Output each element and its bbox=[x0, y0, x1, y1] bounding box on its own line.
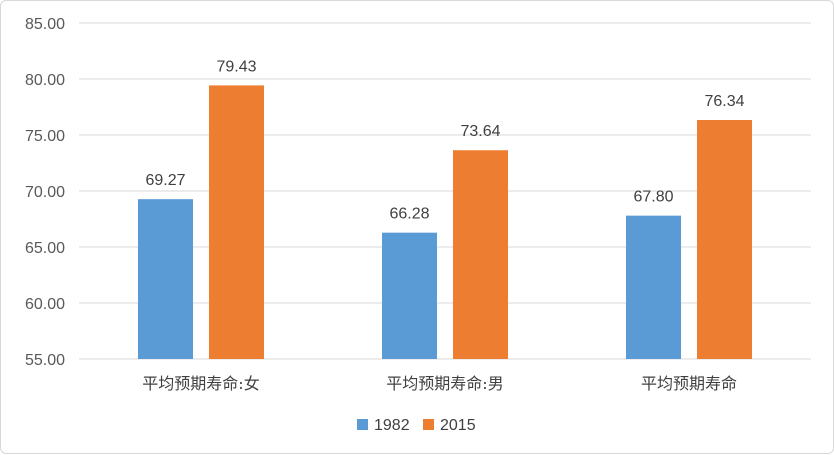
y-tick-label: 85.00 bbox=[25, 16, 65, 33]
legend-label: 2015 bbox=[440, 417, 476, 434]
bar-2015 bbox=[697, 119, 752, 359]
bar-1982 bbox=[382, 232, 437, 359]
y-axis-ticks: 55.00 60.00 65.00 70.00 75.00 80.00 85.00 bbox=[25, 16, 65, 369]
x-category-label: 平均预期寿命:女 bbox=[142, 374, 259, 393]
bars bbox=[138, 85, 752, 359]
legend-swatch-1982 bbox=[357, 419, 368, 430]
y-tick-label: 65.00 bbox=[25, 240, 65, 257]
legend: 1982 2015 bbox=[357, 417, 476, 434]
bar-2015 bbox=[209, 85, 264, 359]
y-tick-label: 70.00 bbox=[25, 184, 65, 201]
y-tick-label: 60.00 bbox=[25, 296, 65, 313]
legend-swatch-2015 bbox=[423, 419, 434, 430]
bar-1982 bbox=[626, 215, 681, 359]
x-category-label: 平均预期寿命:男 bbox=[386, 374, 503, 393]
data-label: 79.43 bbox=[216, 58, 256, 75]
data-label: 67.80 bbox=[633, 189, 673, 206]
data-label: 73.64 bbox=[460, 123, 500, 140]
data-label: 69.27 bbox=[145, 172, 185, 189]
y-tick-label: 75.00 bbox=[25, 128, 65, 145]
x-category-label: 平均预期寿命 bbox=[641, 374, 737, 393]
data-label: 76.34 bbox=[704, 93, 744, 110]
legend-label: 1982 bbox=[374, 417, 410, 434]
bar-1982 bbox=[138, 199, 193, 359]
x-axis-categories: 平均预期寿命:女 平均预期寿命:男 平均预期寿命 bbox=[142, 374, 737, 393]
data-label: 66.28 bbox=[389, 206, 429, 223]
gridlines bbox=[79, 22, 811, 360]
y-tick-label: 55.00 bbox=[25, 352, 65, 369]
data-labels: 69.27 79.43 66.28 73.64 67.80 76.34 bbox=[145, 58, 744, 222]
bar-2015 bbox=[453, 150, 508, 359]
y-tick-label: 80.00 bbox=[25, 72, 65, 89]
